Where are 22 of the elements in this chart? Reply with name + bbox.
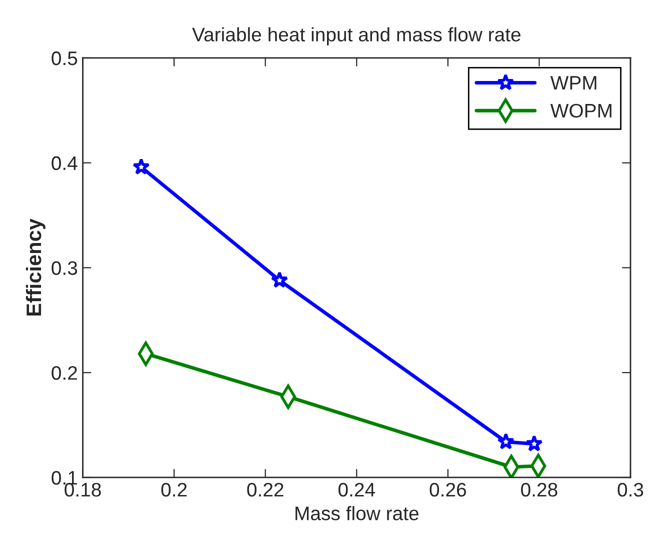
y-axis-title: Efficiency — [26, 218, 46, 316]
y-tick-label: 0.4 — [52, 156, 78, 170]
point — [270, 271, 288, 288]
x-tick-label: 0.18 — [64, 482, 101, 497]
point — [503, 454, 520, 478]
x-axis-title: Mass flow rate — [296, 506, 418, 520]
x-tick-label: 0.3 — [618, 482, 644, 497]
x-tick-label: 0.26 — [430, 482, 466, 497]
y-tick-label: 0.5 — [52, 51, 78, 66]
point — [526, 434, 543, 452]
point — [497, 432, 515, 450]
legend-label: WOPM — [550, 104, 612, 118]
y-tick-label: 0.3 — [52, 261, 78, 275]
x-tick-label: 0.28 — [521, 482, 558, 497]
y-tick-label: 0.1 — [52, 470, 77, 485]
y-tick-label: 0.2 — [52, 366, 77, 380]
x-tick-label: 0.24 — [338, 482, 375, 497]
point — [132, 158, 150, 175]
legend-label: WPM — [550, 76, 596, 90]
chart-title: Variable heat input and mass flow rate — [192, 27, 520, 46]
x-tick-label: 0.2 — [161, 482, 187, 497]
x-tick-label: 0.22 — [247, 482, 284, 497]
